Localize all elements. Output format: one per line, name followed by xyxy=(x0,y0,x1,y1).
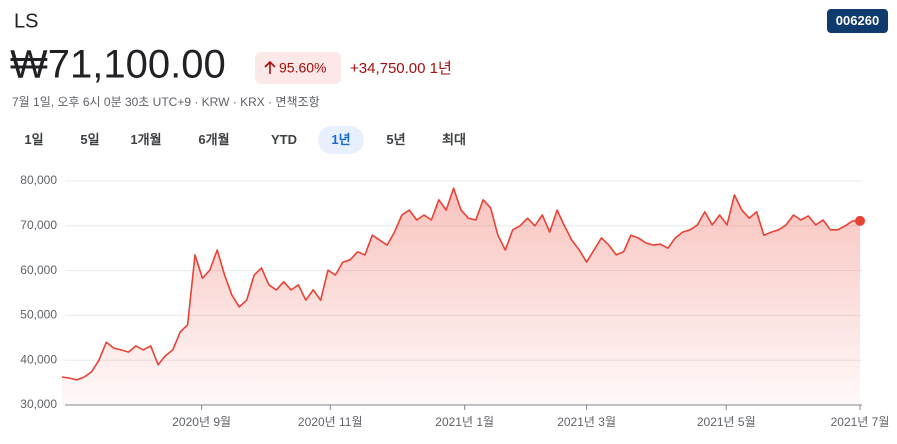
area-fill xyxy=(62,188,860,405)
range-tab[interactable]: 5년 xyxy=(386,132,405,147)
x-tick-label: 2020년 9월 xyxy=(172,415,231,429)
x-tick-label: 2021년 7월 xyxy=(831,415,890,429)
range-tab[interactable]: 1개월 xyxy=(130,132,161,147)
range-tab[interactable]: 1년 xyxy=(331,132,350,147)
x-tick-label: 2020년 11월 xyxy=(298,415,363,429)
x-tick-label: 2021년 3월 xyxy=(557,415,616,429)
stock-name: LS xyxy=(14,10,38,32)
range-tab[interactable]: 5일 xyxy=(80,132,99,147)
range-tab[interactable]: 1일 xyxy=(24,132,43,147)
x-tick-label: 2021년 5월 xyxy=(697,415,756,429)
y-tick-label: 80,000 xyxy=(20,173,57,187)
change-amount: +34,750.00 1년 xyxy=(350,60,452,77)
subtitle: 7월 1일, 오후 6시 0분 30초 UTC+9 · KRW · KRX · … xyxy=(12,94,320,109)
y-tick-label: 50,000 xyxy=(20,308,57,322)
price: ₩71,100.00 xyxy=(10,43,226,87)
y-tick-label: 30,000 xyxy=(20,397,57,411)
last-point xyxy=(855,215,865,226)
tab-selected-bg[interactable] xyxy=(318,126,364,154)
y-tick-label: 70,000 xyxy=(20,218,57,232)
price-line xyxy=(61,187,860,381)
ticker[interactable]: 006260 xyxy=(836,13,879,28)
ticker-badge[interactable] xyxy=(827,9,888,33)
change-percent: 95.60% xyxy=(279,60,326,76)
range-tab[interactable]: 최대 xyxy=(442,132,466,147)
range-tab[interactable]: YTD xyxy=(271,132,297,147)
y-tick-label: 60,000 xyxy=(20,263,57,277)
range-tab[interactable]: 6개월 xyxy=(198,132,229,147)
change-pill xyxy=(255,52,341,84)
range-tabs: 1일 5일 1개월 6개월 YTD 1년 5년 최대 xyxy=(24,126,466,154)
chart: 30,000 40,000 50,000 60,000 70,000 80,000 2020… xyxy=(20,173,889,429)
x-tick-label: 2021년 1월 xyxy=(435,415,494,429)
up-arrow xyxy=(264,60,276,74)
y-tick-label: 40,000 xyxy=(20,352,57,366)
